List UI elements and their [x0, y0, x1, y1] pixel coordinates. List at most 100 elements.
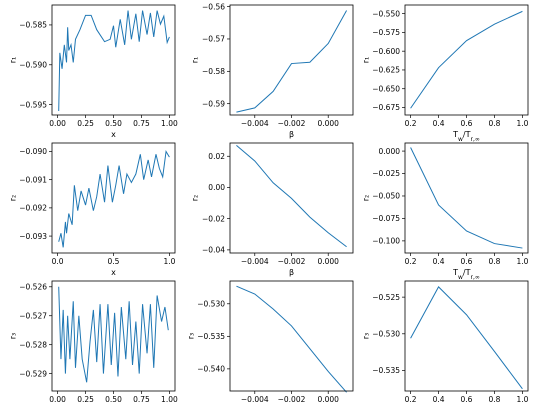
y-axis-label: r₂: [191, 195, 200, 202]
y-tick-label: −0.600: [372, 47, 400, 56]
plot-frame: [51, 4, 176, 116]
y-tick-label: −0.528: [19, 340, 47, 349]
y-tick-label: −0.04: [202, 246, 225, 255]
x-tick-label: −0.004: [241, 395, 269, 404]
x-tick-label: 0.00: [49, 119, 66, 128]
y-axis-label: r₃: [361, 333, 370, 340]
y-axis-label: r₁: [8, 57, 17, 64]
plot-frame: [229, 4, 354, 116]
x-axis-label: Tw/Tr,∞: [452, 130, 480, 143]
series-line: [410, 147, 523, 249]
plot-frame: [229, 280, 354, 392]
y-tick-label: −0.100: [372, 237, 400, 246]
y-tick-label: −0.093: [19, 232, 47, 241]
x-tick-label: 0.000: [317, 257, 339, 266]
subplot-5: −0.004 −0.002 0.000 −0.04 −0.02 0.00 0.02 β r₂: [191, 142, 354, 277]
y-tick-label: 0.02: [208, 152, 225, 161]
subplot-9: 0.20.40.60.81.0−0.535−0.530−0.525Tw/Tr,∞…: [361, 280, 529, 404]
y-tick-label: −0.595: [19, 100, 47, 109]
x-tick-label: 0.4: [433, 257, 445, 266]
y-tick-label: 0.000: [379, 147, 401, 156]
x-axis-label: Tw/Tr,∞: [452, 268, 480, 281]
y-axis-label: r₁: [191, 57, 200, 64]
subplot-2: −0.004 −0.002 0.000 −0.59 −0.58 −0.57 −0.56 β r₁: [191, 2, 354, 139]
x-tick-label: 1.0: [163, 257, 175, 266]
x-tick-label: 0.000: [317, 395, 339, 404]
x-tick-label: 0.75: [133, 395, 150, 404]
subplot-6: 0.2 0.4 0.6 0.8 1.0 −0.100 −0.075 −0.050 −0.025 0…: [361, 142, 529, 281]
y-tick-label: −0.625: [372, 66, 400, 75]
series-line: [58, 286, 169, 383]
series-line: [236, 10, 348, 113]
series-line: [58, 10, 170, 112]
y-tick-label: −0.590: [19, 60, 47, 69]
y-tick-label: −0.56: [202, 2, 225, 11]
y-tick-label: −0.025: [372, 169, 400, 178]
x-tick-label: −0.002: [278, 257, 306, 266]
y-tick-label: −0.540: [197, 365, 225, 374]
series-line: [410, 286, 523, 390]
x-axis-label: x: [111, 130, 116, 139]
x-tick-label: 1.00: [161, 395, 178, 404]
y-axis-label: r₂: [361, 195, 370, 202]
x-tick-label: 0.000: [317, 119, 339, 128]
x-axis-label: β: [289, 130, 294, 139]
subplot-1: 0.00 0.25 0.50 0.75 1.00 −0.595 −0.590 −0.585 x r…: [8, 4, 178, 139]
y-tick-label: −0.090: [19, 147, 47, 156]
y-tick-label: −0.525: [372, 293, 400, 302]
y-tick-label: −0.02: [202, 214, 225, 223]
y-tick-label: −0.091: [19, 175, 47, 184]
y-tick-label: −0.58: [202, 67, 225, 76]
x-tick-label: 0.2: [405, 257, 417, 266]
y-tick-label: −0.526: [19, 282, 47, 291]
series-line: [410, 10, 523, 109]
plot-frame: [404, 280, 529, 392]
x-tick-label: 0.50: [105, 395, 122, 404]
y-axis-label: r₁: [361, 57, 370, 64]
x-tick-label: 0.5: [108, 257, 120, 266]
x-tick-label: 0.4: [433, 119, 445, 128]
y-tick-label: −0.530: [372, 330, 400, 339]
x-tick-label: −0.004: [241, 119, 269, 128]
y-tick-label: −0.529: [19, 369, 47, 378]
series-line: [236, 144, 347, 248]
y-tick-label: −0.650: [372, 84, 400, 93]
y-axis-label: r₂: [8, 195, 17, 202]
y-tick-label: −0.550: [372, 9, 400, 18]
x-tick-label: 1.00: [161, 119, 178, 128]
x-tick-label: −0.002: [278, 119, 306, 128]
x-tick-label: 1.0: [516, 257, 528, 266]
x-tick-label: 1.0: [516, 119, 528, 128]
plot-frame: [404, 142, 529, 254]
y-tick-label: −0.527: [19, 311, 47, 320]
x-tick-label: 0.00: [49, 395, 66, 404]
x-tick-label: 1.0: [516, 395, 528, 404]
x-tick-label: 0.8: [488, 119, 500, 128]
x-tick-label: 0.25: [77, 395, 94, 404]
y-axis-label: r₃: [186, 333, 195, 340]
x-tick-label: 0.50: [105, 119, 122, 128]
subplot-3: 0.2 0.4 0.6 0.8 1.0 −0.675 −0.650 −0.625 −0.600 −…: [361, 4, 529, 143]
y-tick-label: −0.575: [372, 28, 400, 37]
x-tick-label: 0.8: [488, 257, 500, 266]
y-tick-label: −0.075: [372, 214, 400, 223]
x-tick-label: 0.4: [433, 395, 445, 404]
y-axis-label: r₃: [8, 333, 17, 340]
y-tick-label: −0.535: [372, 366, 400, 375]
x-tick-label: 0.2: [405, 395, 417, 404]
y-tick-label: −0.59: [202, 99, 225, 108]
x-tick-label: 0.0: [52, 257, 64, 266]
x-tick-label: 0.8: [488, 395, 500, 404]
x-tick-label: 0.75: [133, 119, 150, 128]
x-tick-label: 0.25: [77, 119, 94, 128]
y-tick-label: −0.092: [19, 204, 47, 213]
subplot-7: 0.00 0.25 0.50 0.75 1.00 −0.529 −0.528 −0.527 −0…: [8, 280, 178, 404]
x-axis-label: x: [111, 268, 116, 277]
y-tick-label: −0.530: [197, 299, 225, 308]
x-tick-label: 0.6: [461, 257, 473, 266]
x-tick-label: −0.004: [241, 257, 269, 266]
x-tick-label: −0.002: [278, 395, 306, 404]
plot-frame: [404, 4, 529, 116]
